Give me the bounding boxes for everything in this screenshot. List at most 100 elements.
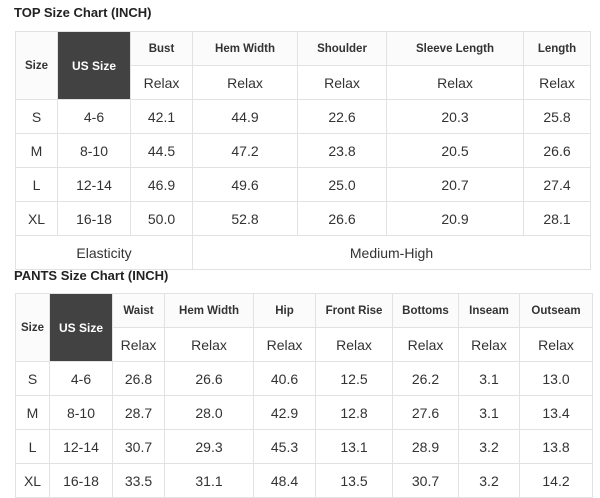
table-row: M 8-10 44.5 47.2 23.8 20.5 26.6 <box>15 133 591 168</box>
table-row: XL 16-18 33.5 31.1 48.4 13.5 30.7 3.2 14.2 <box>15 463 593 498</box>
table-cell: 12.8 <box>315 395 393 430</box>
table-row: S 4-6 42.1 44.9 22.6 20.3 25.8 <box>15 99 591 134</box>
elasticity-row: Elasticity Medium-High <box>15 235 591 270</box>
table-cell: 4-6 <box>57 99 131 134</box>
subheader-row: Relax Relax Relax Relax Relax Relax Relax <box>16 327 593 362</box>
table-cell: 33.5 <box>112 463 165 498</box>
table-cell: 13.1 <box>315 429 393 464</box>
table-cell: L <box>15 429 50 464</box>
table-cell: 28.1 <box>523 201 591 236</box>
table-cell: 45.3 <box>253 429 316 464</box>
relax-label: Relax <box>192 65 298 100</box>
table-cell: 26.6 <box>297 201 387 236</box>
table-cell: 44.9 <box>192 99 298 134</box>
table-cell: 26.6 <box>523 133 591 168</box>
table-cell: 8-10 <box>49 395 113 430</box>
table-row: M 8-10 28.7 28.0 42.9 12.8 27.6 3.1 13.4 <box>15 395 593 430</box>
table-cell: 27.6 <box>392 395 459 430</box>
table-cell: 20.7 <box>386 167 524 202</box>
column-header: Bottoms <box>392 293 459 328</box>
relax-label: Relax <box>130 65 193 100</box>
column-header: Length <box>523 31 591 66</box>
table-cell: 44.5 <box>130 133 193 168</box>
column-header: US Size <box>49 293 113 362</box>
table-cell: 16-18 <box>57 201 131 236</box>
column-header: Size <box>15 293 50 362</box>
header-row: Size US Size Bust Hem Width Shoulder Sleeve L… <box>15 31 591 100</box>
table-cell: 25.8 <box>523 99 591 134</box>
table-cell: 3.1 <box>458 395 520 430</box>
relax-label: Relax <box>297 65 387 100</box>
table-cell: 22.6 <box>297 99 387 134</box>
column-header: Front Rise <box>315 293 393 328</box>
column-header: Shoulder <box>297 31 387 66</box>
table-cell: 29.3 <box>164 429 254 464</box>
table-cell: 28.0 <box>164 395 254 430</box>
relax-label: Relax <box>164 327 254 362</box>
table-cell: 42.1 <box>130 99 193 134</box>
table-cell: 13.4 <box>519 395 593 430</box>
table-cell: 26.2 <box>392 361 459 396</box>
table-cell: 28.7 <box>112 395 165 430</box>
table-cell: 50.0 <box>130 201 193 236</box>
table-cell: XL <box>15 463 50 498</box>
table-cell: 16-18 <box>49 463 113 498</box>
table-cell: S <box>15 99 58 134</box>
column-header: US Size <box>57 31 131 100</box>
table-cell: 13.0 <box>519 361 593 396</box>
table-cell: 30.7 <box>392 463 459 498</box>
pants-chart-title: PANTS Size Chart (INCH) <box>14 268 169 283</box>
table-cell: 52.8 <box>192 201 298 236</box>
table-cell: M <box>15 133 58 168</box>
table-cell: 26.6 <box>164 361 254 396</box>
table-cell: 30.7 <box>112 429 165 464</box>
elasticity-label: Elasticity <box>15 235 193 270</box>
table-cell: 46.9 <box>130 167 193 202</box>
table-cell: 3.2 <box>458 429 520 464</box>
table-cell: 49.6 <box>192 167 298 202</box>
table-cell: XL <box>15 201 58 236</box>
relax-label: Relax <box>253 327 316 362</box>
column-header: Outseam <box>519 293 593 328</box>
table-cell: 42.9 <box>253 395 316 430</box>
table-cell: 40.6 <box>253 361 316 396</box>
column-header: Hem Width <box>164 293 254 328</box>
table-cell: S <box>15 361 50 396</box>
table-cell: 14.2 <box>519 463 593 498</box>
table-cell: 3.1 <box>458 361 520 396</box>
table-cell: 31.1 <box>164 463 254 498</box>
column-header: Sleeve Length <box>386 31 524 66</box>
table-cell: M <box>15 395 50 430</box>
top-chart-title: TOP Size Chart (INCH) <box>14 5 152 20</box>
table-cell: 23.8 <box>297 133 387 168</box>
table-cell: 12-14 <box>49 429 113 464</box>
table-cell: 13.5 <box>315 463 393 498</box>
column-header: Size <box>15 31 58 100</box>
relax-label: Relax <box>112 327 165 362</box>
table-cell: L <box>15 167 58 202</box>
table-cell: 47.2 <box>192 133 298 168</box>
subheader-row: Relax Relax Relax Relax Relax <box>16 65 591 100</box>
table-cell: 48.4 <box>253 463 316 498</box>
column-header: Inseam <box>458 293 520 328</box>
table-cell: 12.5 <box>315 361 393 396</box>
top-size-table: Size US Size Bust Hem Width Shoulder Sleeve L… <box>15 31 591 270</box>
table-row: S 4-6 26.8 26.6 40.6 12.5 26.2 3.1 13.0 <box>15 361 593 396</box>
table-row: L 12-14 30.7 29.3 45.3 13.1 28.9 3.2 13.8 <box>15 429 593 464</box>
table-cell: 20.9 <box>386 201 524 236</box>
table-cell: 4-6 <box>49 361 113 396</box>
column-header: Waist <box>112 293 165 328</box>
table-cell: 28.9 <box>392 429 459 464</box>
header-row: Size US Size Waist Hem Width Hip Front Rise Bo… <box>15 293 593 362</box>
table-cell: 20.3 <box>386 99 524 134</box>
table-row: XL 16-18 50.0 52.8 26.6 20.9 28.1 <box>15 201 591 236</box>
relax-label: Relax <box>523 65 591 100</box>
table-cell: 26.8 <box>112 361 165 396</box>
relax-label: Relax <box>519 327 593 362</box>
relax-label: Relax <box>386 65 524 100</box>
relax-label: Relax <box>315 327 393 362</box>
table-cell: 8-10 <box>57 133 131 168</box>
table-row: L 12-14 46.9 49.6 25.0 20.7 27.4 <box>15 167 591 202</box>
table-cell: 20.5 <box>386 133 524 168</box>
table-cell: 13.8 <box>519 429 593 464</box>
